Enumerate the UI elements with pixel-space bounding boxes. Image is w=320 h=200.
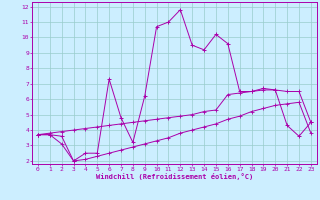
X-axis label: Windchill (Refroidissement éolien,°C): Windchill (Refroidissement éolien,°C) <box>96 173 253 180</box>
